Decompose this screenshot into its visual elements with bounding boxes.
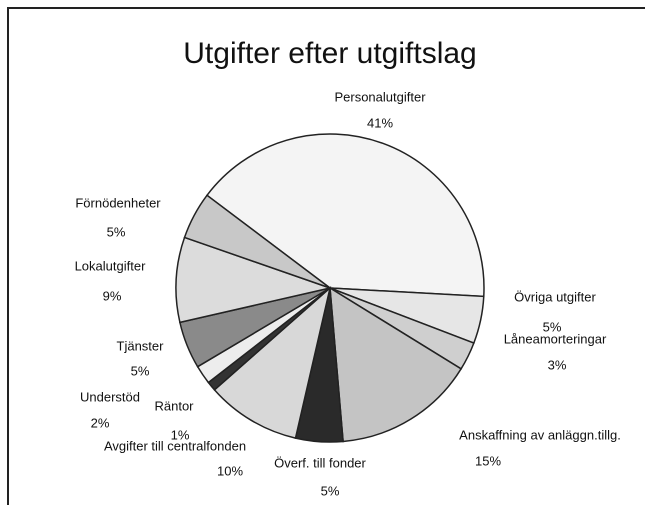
slice-label: Lokalutgifter: [75, 258, 146, 273]
slice-value-label: 2%: [91, 415, 110, 430]
slice-value-label: 41%: [367, 115, 393, 130]
slice-value-label: 10%: [217, 463, 243, 478]
slice-label: Räntor: [154, 398, 194, 413]
slice-label: Överf. till fonder: [274, 455, 366, 470]
slice-label: Avgifter till centralfonden: [104, 438, 246, 453]
chart-title: Utgifter efter utgiftslag: [183, 37, 476, 70]
slice-label: Låneamorteringar: [504, 331, 607, 346]
slice-value-label: 5%: [107, 224, 126, 239]
slice-label: Anskaffning av anläggn.tillg.: [459, 427, 621, 442]
pie-slice: [329, 286, 463, 443]
slice-value-label: 3%: [548, 357, 567, 372]
slice-value-label: 5%: [543, 319, 562, 334]
slice-label: Understöd: [80, 389, 140, 404]
slice-value-label: 5%: [131, 363, 150, 378]
slice-value-label: 9%: [103, 288, 122, 303]
slice-label: Förnödenheter: [75, 195, 161, 210]
pie-slice: [205, 133, 485, 298]
slice-value-label: 15%: [475, 453, 501, 468]
frame: [7, 7, 645, 505]
pie-slice: [183, 194, 331, 289]
slice-label: Personalutgifter: [334, 89, 426, 104]
slice-value-label: 5%: [321, 483, 340, 498]
slice-label: Övriga utgifter: [514, 289, 596, 304]
slice-label: Tjänster: [117, 338, 165, 353]
pie-slice: [175, 236, 333, 324]
pie-slice: [213, 285, 332, 439]
slice-value-label: 1%: [171, 427, 190, 442]
